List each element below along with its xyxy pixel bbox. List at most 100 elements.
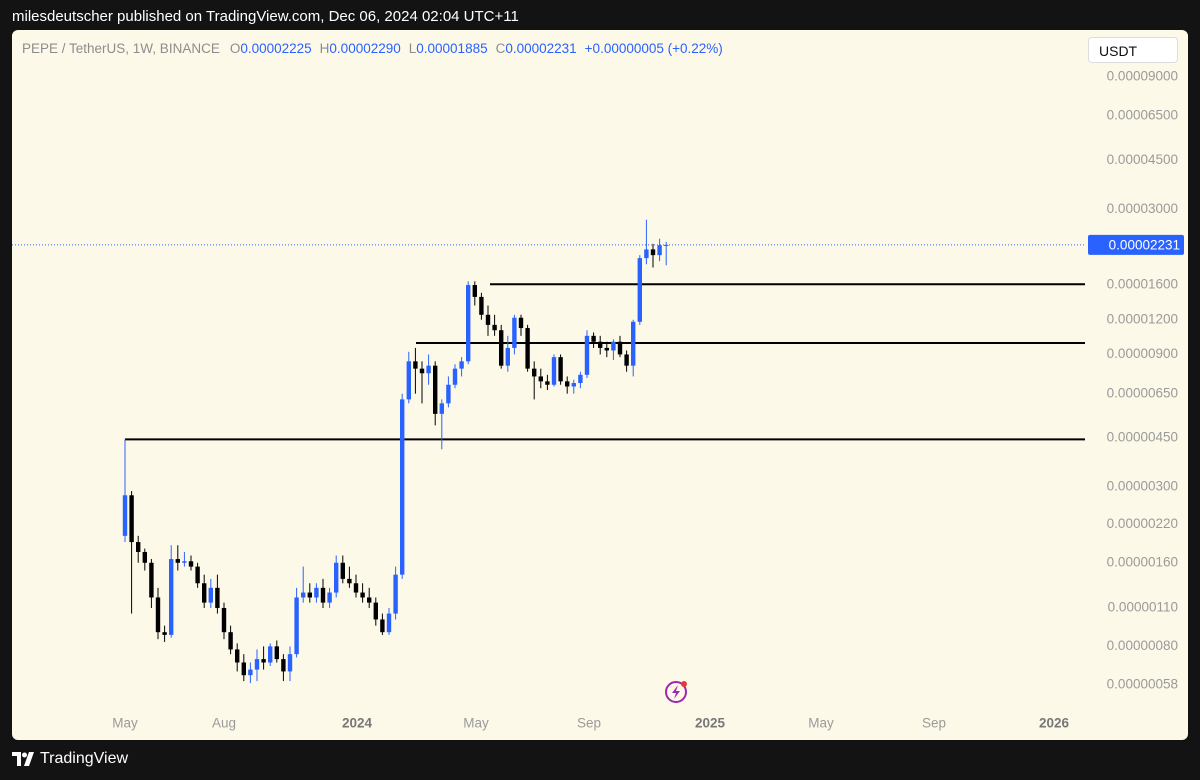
y-tick-label: 0.00003000 — [1107, 201, 1178, 216]
y-tick-label: 0.00000080 — [1107, 638, 1178, 653]
candle-body — [334, 562, 339, 593]
candle-body — [558, 357, 563, 382]
x-tick-label: May — [808, 716, 834, 731]
candle-body — [400, 399, 405, 575]
candle-body — [353, 583, 359, 593]
y-tick-label: 0.00001200 — [1107, 311, 1178, 326]
candle-body — [281, 659, 286, 672]
candle-body — [287, 654, 293, 672]
candle-body — [413, 361, 418, 369]
y-tick-label: 0.00000160 — [1107, 554, 1178, 569]
y-tick-label: 0.00000900 — [1107, 346, 1178, 361]
low-value: 0.00001885 — [416, 41, 488, 56]
candle-body — [268, 646, 273, 663]
candle-body — [188, 561, 194, 567]
candle-body — [347, 578, 352, 584]
candle-body — [459, 361, 464, 369]
y-tick-label: 0.00000220 — [1107, 516, 1178, 531]
x-tick-label: 2025 — [695, 716, 726, 731]
candle-body — [512, 317, 517, 348]
candle-body — [657, 245, 662, 256]
candle-body — [360, 592, 365, 598]
brand-name: TradingView — [40, 750, 129, 767]
low-label: L — [408, 41, 417, 56]
candle-body — [202, 583, 207, 603]
candle-body — [505, 347, 510, 366]
y-tick-label: 0.00004500 — [1107, 152, 1178, 167]
high-label: H — [319, 41, 330, 56]
brand: TradingView — [12, 750, 128, 768]
candle-body — [215, 587, 220, 608]
candle-body — [617, 341, 623, 355]
y-tick-label: 0.00001600 — [1107, 277, 1178, 292]
last-price-label: 0.00002231 — [1109, 237, 1180, 252]
candle-body — [644, 249, 649, 259]
y-tick-label: 0.00000450 — [1107, 430, 1178, 445]
x-tick-label: Sep — [577, 716, 601, 731]
candle-body — [578, 374, 583, 384]
x-tick-label: 2024 — [342, 716, 373, 731]
candle-body — [307, 592, 312, 598]
x-tick-label: 2026 — [1039, 716, 1070, 731]
candle-body — [499, 330, 504, 366]
candle-body — [545, 381, 550, 385]
candle-body — [261, 659, 266, 663]
candle-body — [235, 649, 240, 663]
x-tick-label: Sep — [922, 716, 946, 731]
last-price-tag — [1088, 234, 1184, 255]
candle-body — [565, 381, 570, 387]
candle-body — [274, 646, 279, 660]
candle-body — [611, 341, 616, 351]
candle-body — [532, 368, 537, 377]
candle-body — [406, 361, 411, 400]
candle-body — [314, 587, 319, 598]
publisher-line: milesdeutscher published on TradingView.… — [12, 8, 519, 25]
candle-body — [466, 285, 471, 362]
candle-body — [452, 368, 458, 385]
currency-button[interactable]: USDT — [1088, 37, 1178, 63]
candle-body — [650, 249, 656, 256]
y-tick-label: 0.00000300 — [1107, 479, 1178, 494]
candle-body — [598, 341, 603, 348]
candle-body — [241, 662, 246, 676]
y-tick-label: 0.00006500 — [1107, 108, 1178, 123]
candle-body — [248, 669, 253, 676]
candle-body — [208, 587, 213, 603]
candle-body — [624, 354, 629, 366]
candle-body — [525, 328, 530, 369]
open-value: 0.00002225 — [240, 41, 312, 56]
candle-body — [631, 321, 636, 366]
candle-body — [320, 587, 326, 603]
candle-body — [479, 296, 484, 315]
y-tick-label: 0.00000110 — [1108, 600, 1178, 615]
candle-body — [327, 592, 332, 603]
candle-body — [136, 542, 141, 552]
candle-body — [301, 592, 306, 598]
candle-body — [294, 597, 299, 655]
brand-logo — [12, 752, 34, 766]
y-tick-label: 0.00000650 — [1107, 385, 1178, 400]
candle-body — [551, 357, 557, 385]
close-value: 0.00002231 — [505, 41, 577, 56]
candle-body — [367, 597, 372, 603]
x-tick-label: May — [463, 716, 489, 731]
chart-panel — [12, 30, 1188, 740]
y-tick-label: 0.00009000 — [1107, 68, 1178, 83]
candle-body — [373, 602, 378, 620]
candle-body — [492, 324, 497, 331]
close-label: C — [495, 41, 506, 56]
symbol-legend: PEPE / TetherUS, 1W, BINANCE O0.00002225 H… — [22, 41, 731, 56]
candle-body — [155, 597, 161, 633]
candle-body — [221, 607, 227, 633]
candle-body — [446, 384, 451, 404]
candle-body — [142, 551, 147, 563]
candle-body — [169, 559, 174, 635]
x-tick-label: May — [112, 716, 138, 731]
candle-body — [518, 317, 524, 329]
candle-body — [419, 368, 425, 374]
change-value: +0.00000005 (+0.22%) — [584, 41, 723, 56]
candle-body — [604, 347, 609, 351]
candle-body — [433, 365, 438, 414]
